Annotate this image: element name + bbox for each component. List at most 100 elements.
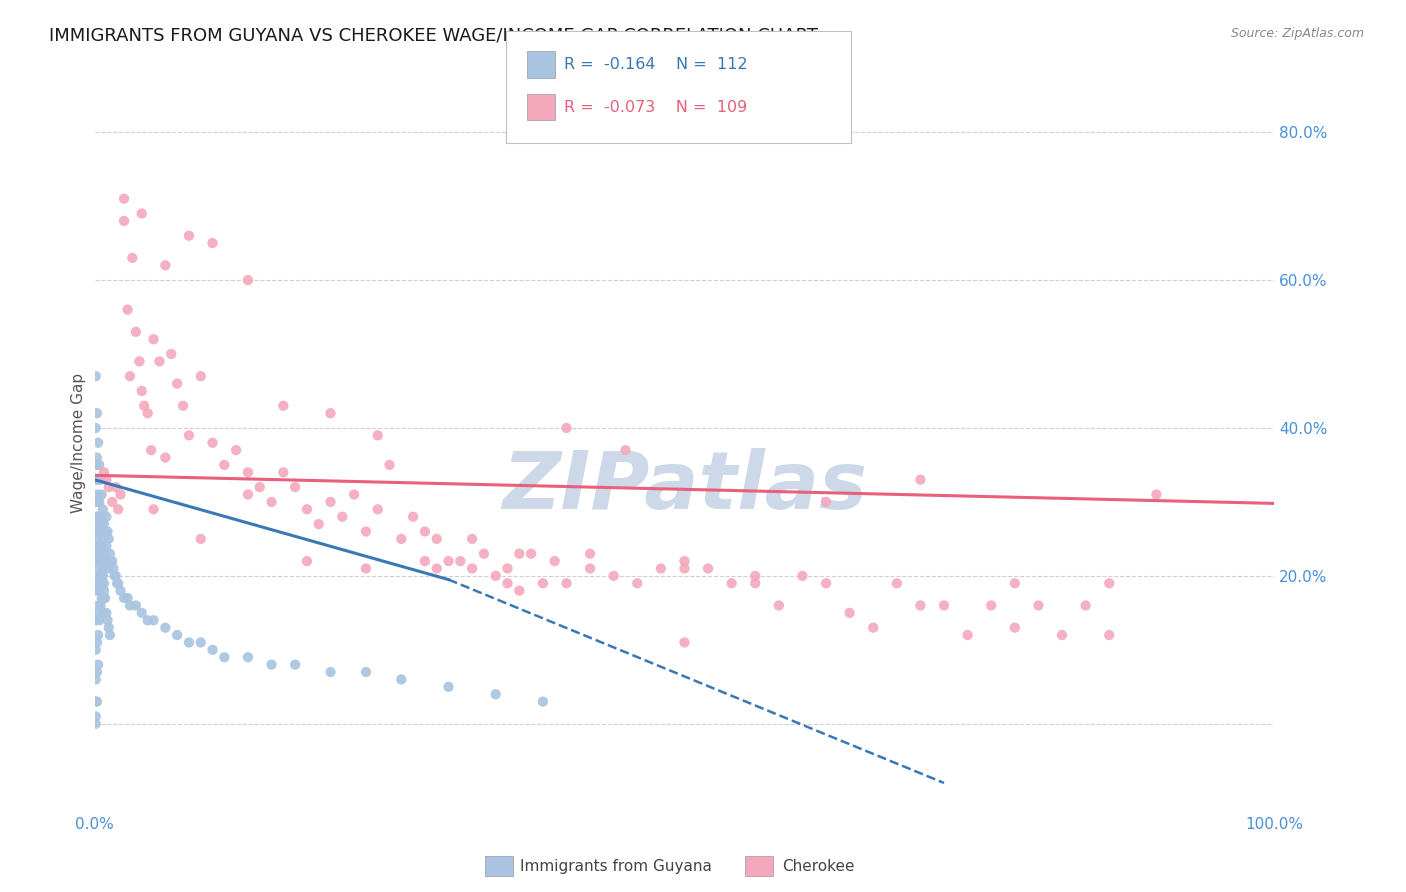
Point [389, 673, 412, 687]
Point [96, 524, 118, 539]
Point [87, 539, 110, 553]
Point [84, 716, 107, 731]
Point [90, 547, 112, 561]
Point [389, 532, 412, 546]
Point [96, 554, 118, 568]
Point [90, 487, 112, 501]
Point [96, 613, 118, 627]
Point [125, 599, 148, 613]
Text: R =  -0.073    N =  109: R = -0.073 N = 109 [564, 100, 747, 114]
Point [86, 547, 108, 561]
Point [93, 517, 115, 532]
Point [744, 569, 766, 583]
Point [330, 509, 353, 524]
Point [177, 635, 200, 649]
Point [886, 576, 908, 591]
Point [236, 466, 259, 480]
Point [104, 480, 127, 494]
Point [461, 532, 484, 546]
Point [768, 599, 790, 613]
Point [84, 495, 107, 509]
Point [89, 599, 111, 613]
Point [121, 251, 143, 265]
Point [89, 473, 111, 487]
Point [838, 606, 860, 620]
Point [1144, 487, 1167, 501]
Point [86, 695, 108, 709]
Point [155, 258, 177, 272]
Point [555, 576, 578, 591]
Point [496, 561, 519, 575]
Point [90, 517, 112, 532]
Point [104, 569, 127, 583]
Point [94, 591, 117, 605]
Point [508, 583, 530, 598]
Point [89, 583, 111, 598]
Point [86, 450, 108, 465]
Point [117, 302, 139, 317]
Point [131, 206, 153, 220]
Point [697, 561, 720, 575]
Point [225, 443, 247, 458]
Point [84, 524, 107, 539]
Point [980, 599, 1002, 613]
Point [142, 332, 165, 346]
Point [413, 554, 436, 568]
Point [96, 473, 118, 487]
Point [190, 369, 212, 384]
Y-axis label: Wage/Income Gap: Wage/Income Gap [72, 373, 86, 513]
Point [93, 547, 115, 561]
Point [86, 532, 108, 546]
Point [720, 576, 742, 591]
Point [815, 576, 838, 591]
Point [260, 657, 283, 672]
Point [308, 517, 330, 532]
Text: R =  -0.164    N =  112: R = -0.164 N = 112 [564, 57, 748, 71]
Point [90, 576, 112, 591]
Point [142, 613, 165, 627]
Point [103, 561, 125, 575]
Point [177, 428, 200, 442]
Point [141, 443, 163, 458]
Point [96, 539, 118, 553]
Point [602, 569, 624, 583]
Point [90, 554, 112, 568]
Point [98, 628, 121, 642]
Point [87, 657, 110, 672]
Point [544, 554, 567, 568]
Point [160, 347, 183, 361]
Point [319, 665, 342, 679]
Point [136, 613, 159, 627]
Point [90, 591, 112, 605]
Point [1004, 576, 1026, 591]
Point [87, 509, 110, 524]
Point [89, 524, 111, 539]
Point [236, 273, 259, 287]
Point [1074, 599, 1097, 613]
Point [614, 443, 637, 458]
Point [201, 643, 224, 657]
Point [84, 709, 107, 723]
Point [86, 635, 108, 649]
Point [87, 628, 110, 642]
Point [284, 480, 307, 494]
Point [104, 569, 127, 583]
Point [354, 561, 377, 575]
Point [128, 354, 150, 368]
Point [84, 673, 107, 687]
Point [84, 369, 107, 384]
Point [148, 354, 170, 368]
Point [91, 569, 114, 583]
Point [932, 599, 955, 613]
Point [86, 665, 108, 679]
Point [93, 466, 115, 480]
Point [172, 399, 194, 413]
Point [201, 236, 224, 251]
Point [910, 473, 932, 487]
Point [472, 547, 495, 561]
Point [555, 421, 578, 435]
Point [97, 561, 120, 575]
Point [93, 583, 115, 598]
Point [166, 376, 188, 391]
Point [84, 421, 107, 435]
